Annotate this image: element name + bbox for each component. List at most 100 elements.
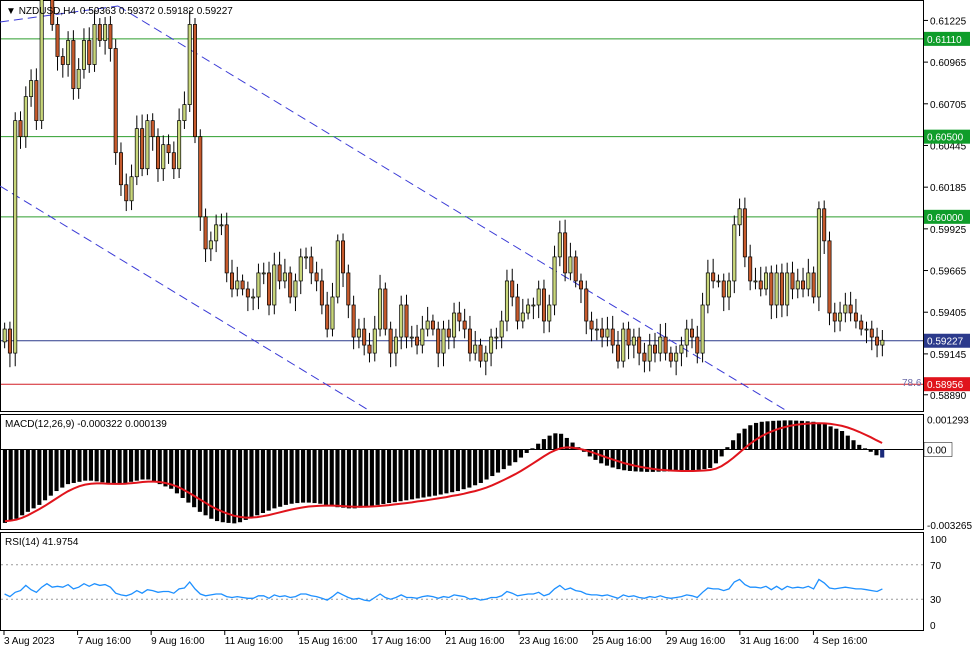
bear-candle-body (578, 280, 583, 290)
candle (880, 330, 885, 357)
macd-histogram-bar (731, 440, 736, 450)
bear-candle-body (224, 224, 229, 274)
macd-histogram-bar (42, 449, 48, 501)
rsi-plot (1, 564, 923, 602)
macd-histogram-bar (157, 449, 162, 485)
macd-histogram-bar (255, 449, 260, 516)
candle (600, 317, 605, 348)
candle (267, 261, 272, 316)
candle (859, 314, 864, 336)
bear-candle-body (404, 304, 409, 338)
macd-histogram-bar (524, 449, 529, 453)
candle (166, 134, 171, 164)
macd-histogram-bar (266, 449, 271, 511)
macd-histogram-bar (249, 449, 254, 518)
macd-histogram-bar (209, 449, 214, 519)
bull-candle-body (552, 256, 557, 306)
bull-candle-body (251, 296, 256, 299)
candle (589, 311, 594, 342)
macd-histogram-bar (100, 449, 105, 483)
bear-candle-body (18, 120, 23, 138)
macd-histogram-bar (805, 421, 810, 450)
candle (816, 201, 821, 312)
candle (621, 322, 626, 368)
candle (806, 258, 811, 297)
candle (711, 258, 716, 289)
bull-candle-body (795, 280, 800, 290)
bull-candle-body (568, 256, 573, 274)
bull-candle-body (864, 328, 869, 331)
candle (853, 298, 858, 329)
candle (367, 332, 372, 363)
candle (198, 129, 203, 231)
macd-histogram-bar (650, 449, 655, 472)
candle (615, 330, 620, 369)
macd-histogram-bar (140, 449, 145, 480)
macd-histogram-bar (220, 449, 225, 523)
macd-histogram-bar (828, 426, 833, 450)
macd-histogram-bar (306, 449, 311, 503)
candle (441, 320, 446, 367)
macd-histogram-bar (14, 449, 19, 519)
candle (425, 306, 430, 337)
macd-histogram-bar (312, 449, 317, 504)
bear-candle-body (462, 320, 467, 330)
level-tags: 0.61110 0.60500 0.60000 0.59227 0.58956 (924, 31, 970, 392)
candle (129, 164, 134, 211)
bull-candle-body (81, 40, 86, 70)
macd-histogram-bar (673, 449, 678, 472)
candle (430, 314, 435, 336)
macd-histogram-bar (375, 449, 380, 505)
candle (261, 262, 266, 285)
macd-histogram-bar (329, 449, 334, 507)
candle (541, 279, 546, 334)
bear-candle-body (346, 272, 351, 306)
candle (71, 30, 76, 100)
candle (875, 327, 880, 358)
candle (404, 294, 409, 349)
macd-histogram-bar (123, 449, 128, 483)
price-tick-label: 0.59145 (930, 350, 967, 361)
bull-candle-body (504, 280, 509, 322)
macd-histogram-bar (799, 420, 804, 450)
candle (457, 301, 462, 332)
macd-histogram-bar (587, 449, 592, 457)
macd-histogram-bar (455, 449, 460, 492)
macd-histogram-bar (346, 449, 352, 509)
bull-candle-body (452, 312, 457, 338)
bear-candle-body (155, 136, 160, 170)
macd-histogram-bar (146, 449, 151, 480)
candle (314, 261, 319, 292)
candle (631, 328, 636, 359)
candle (869, 320, 874, 351)
macd-histogram-bar (318, 449, 323, 504)
macd-histogram-bar (398, 449, 403, 502)
bull-candle-body (335, 240, 340, 298)
candle (171, 141, 176, 179)
time-tick-label: 31 Aug 16:00 (740, 636, 799, 647)
bear-candle-body (325, 304, 330, 330)
candle (87, 27, 92, 73)
macd-histogram-bar (94, 449, 99, 482)
candle (399, 295, 404, 350)
bear-candle-body (853, 312, 858, 322)
candle (208, 231, 213, 262)
bear-candle-body (245, 288, 250, 298)
candle (499, 310, 504, 349)
macd-histogram-bar (834, 428, 839, 450)
candle (568, 242, 573, 281)
macd-histogram-bar (662, 449, 667, 472)
macd-histogram-bar (696, 449, 701, 470)
macd-histogram-bar (54, 449, 59, 492)
macd-histogram-bar (289, 449, 294, 504)
macd-histogram-bar (169, 449, 174, 489)
level-tag-label: 0.60000 (927, 213, 964, 224)
bear-candle-body (610, 328, 615, 346)
candle (811, 266, 816, 304)
time-tick-label: 15 Aug 16:00 (298, 636, 357, 647)
macd-histogram-bar (323, 449, 329, 505)
bear-candle-body (309, 256, 314, 274)
candle (81, 28, 86, 79)
bear-candle-body (510, 280, 515, 298)
